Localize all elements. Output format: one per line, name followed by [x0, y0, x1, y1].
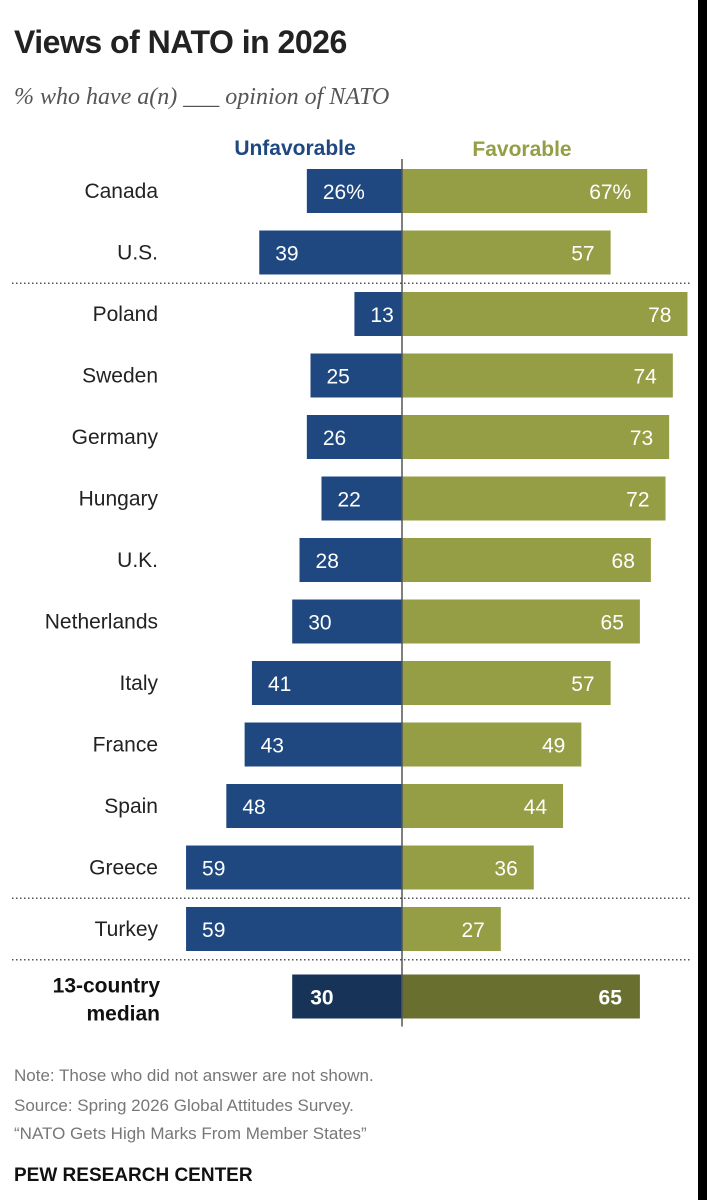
data-label-unfavorable: 43 — [261, 735, 284, 758]
data-label-unfavorable: 26 — [323, 427, 346, 450]
bar-favorable — [402, 169, 648, 213]
footnote-note: Note: Those who did not answer are not s… — [14, 1066, 374, 1085]
data-label-median-favorable: 65 — [599, 987, 623, 1010]
country-label: Turkey — [95, 918, 159, 941]
bar-median-favorable — [402, 974, 640, 1019]
data-label-favorable: 57 — [571, 243, 594, 266]
bar-median-unfavorable — [292, 974, 402, 1019]
data-label-favorable: 68 — [612, 550, 635, 573]
bar-favorable — [402, 599, 640, 644]
country-label: Italy — [119, 672, 158, 695]
bar-unfavorable — [354, 292, 402, 336]
diverging-bar-chart: Unfavorable Favorable Canada 26% 67% U.S. 39 57… — [12, 137, 692, 1027]
country-label: Germany — [72, 426, 159, 449]
data-label-unfavorable: 41 — [268, 673, 291, 696]
median-label-line2: median — [86, 1003, 160, 1026]
data-label-unfavorable: 59 — [202, 858, 225, 881]
bar-unfavorable — [186, 845, 402, 890]
footnote-source: Source: Spring 2026 Global Attitudes Sur… — [14, 1096, 354, 1115]
bar-unfavorable — [321, 476, 402, 521]
bar-favorable — [402, 476, 666, 521]
data-label-favorable: 65 — [601, 612, 624, 635]
bar-favorable — [402, 415, 670, 459]
country-label: Sweden — [82, 365, 158, 388]
data-label-unfavorable: 22 — [337, 489, 360, 512]
bar-unfavorable — [244, 722, 402, 767]
data-label-favorable: 57 — [571, 673, 594, 696]
data-label-favorable: 74 — [633, 366, 657, 389]
bar-unfavorable — [306, 415, 402, 459]
country-label: Hungary — [79, 488, 159, 511]
bar-unfavorable — [299, 538, 402, 582]
data-label-unfavorable: 25 — [327, 366, 350, 389]
chart-title: Views of NATO in 2026 — [14, 24, 347, 60]
data-label-median-unfavorable: 30 — [310, 987, 333, 1010]
data-label-unfavorable: 30 — [308, 612, 331, 635]
bar-favorable — [402, 538, 651, 582]
bar-favorable — [402, 784, 564, 828]
data-label-favorable: 73 — [630, 427, 653, 450]
bar-unfavorable — [226, 784, 402, 828]
bar-favorable — [402, 292, 688, 336]
median-label-line1: 13-country — [53, 975, 161, 998]
chart-subtitle: % who have a(n) ___ opinion of NATO — [14, 84, 390, 110]
data-label-unfavorable: 59 — [202, 919, 225, 942]
country-label: Netherlands — [45, 611, 158, 634]
data-label-favorable: 72 — [626, 489, 649, 512]
footnote-report: “NATO Gets High Marks From Member States… — [14, 1124, 367, 1143]
bar-unfavorable — [306, 169, 402, 213]
country-label: Canada — [84, 180, 158, 203]
bar-favorable — [402, 353, 673, 398]
bar-favorable — [402, 722, 582, 767]
country-label: Poland — [93, 303, 158, 326]
legend-favorable: Favorable — [472, 138, 571, 161]
data-label-favorable: 49 — [542, 735, 565, 758]
bar-favorable — [402, 661, 611, 705]
data-label-unfavorable: 13 — [370, 304, 393, 327]
data-label-unfavorable: 48 — [242, 796, 265, 819]
bar-unfavorable — [292, 599, 402, 644]
right-frame-edge — [698, 0, 707, 1200]
bar-unfavorable — [259, 230, 402, 275]
bar-unfavorable — [186, 907, 402, 951]
bar-unfavorable — [310, 353, 402, 398]
data-label-favorable: 67% — [589, 181, 631, 204]
data-label-favorable: 27 — [461, 919, 484, 942]
pew-research-center-logo: PEW RESEARCH CENTER — [14, 1165, 253, 1186]
country-label: U.S. — [117, 242, 158, 265]
country-label: Greece — [89, 857, 158, 880]
country-label: Spain — [104, 795, 158, 818]
data-label-favorable: 36 — [494, 858, 517, 881]
data-label-favorable: 78 — [648, 304, 671, 327]
data-label-unfavorable: 39 — [275, 243, 298, 266]
country-label: France — [93, 734, 158, 757]
data-label-unfavorable: 26% — [323, 181, 365, 204]
country-label: U.K. — [117, 549, 158, 572]
data-label-unfavorable: 28 — [316, 550, 339, 573]
bar-favorable — [402, 907, 501, 951]
bar-favorable — [402, 845, 534, 890]
legend-unfavorable: Unfavorable — [234, 137, 355, 160]
bar-favorable — [402, 230, 611, 275]
bar-unfavorable — [251, 661, 402, 705]
data-label-favorable: 44 — [524, 796, 548, 819]
